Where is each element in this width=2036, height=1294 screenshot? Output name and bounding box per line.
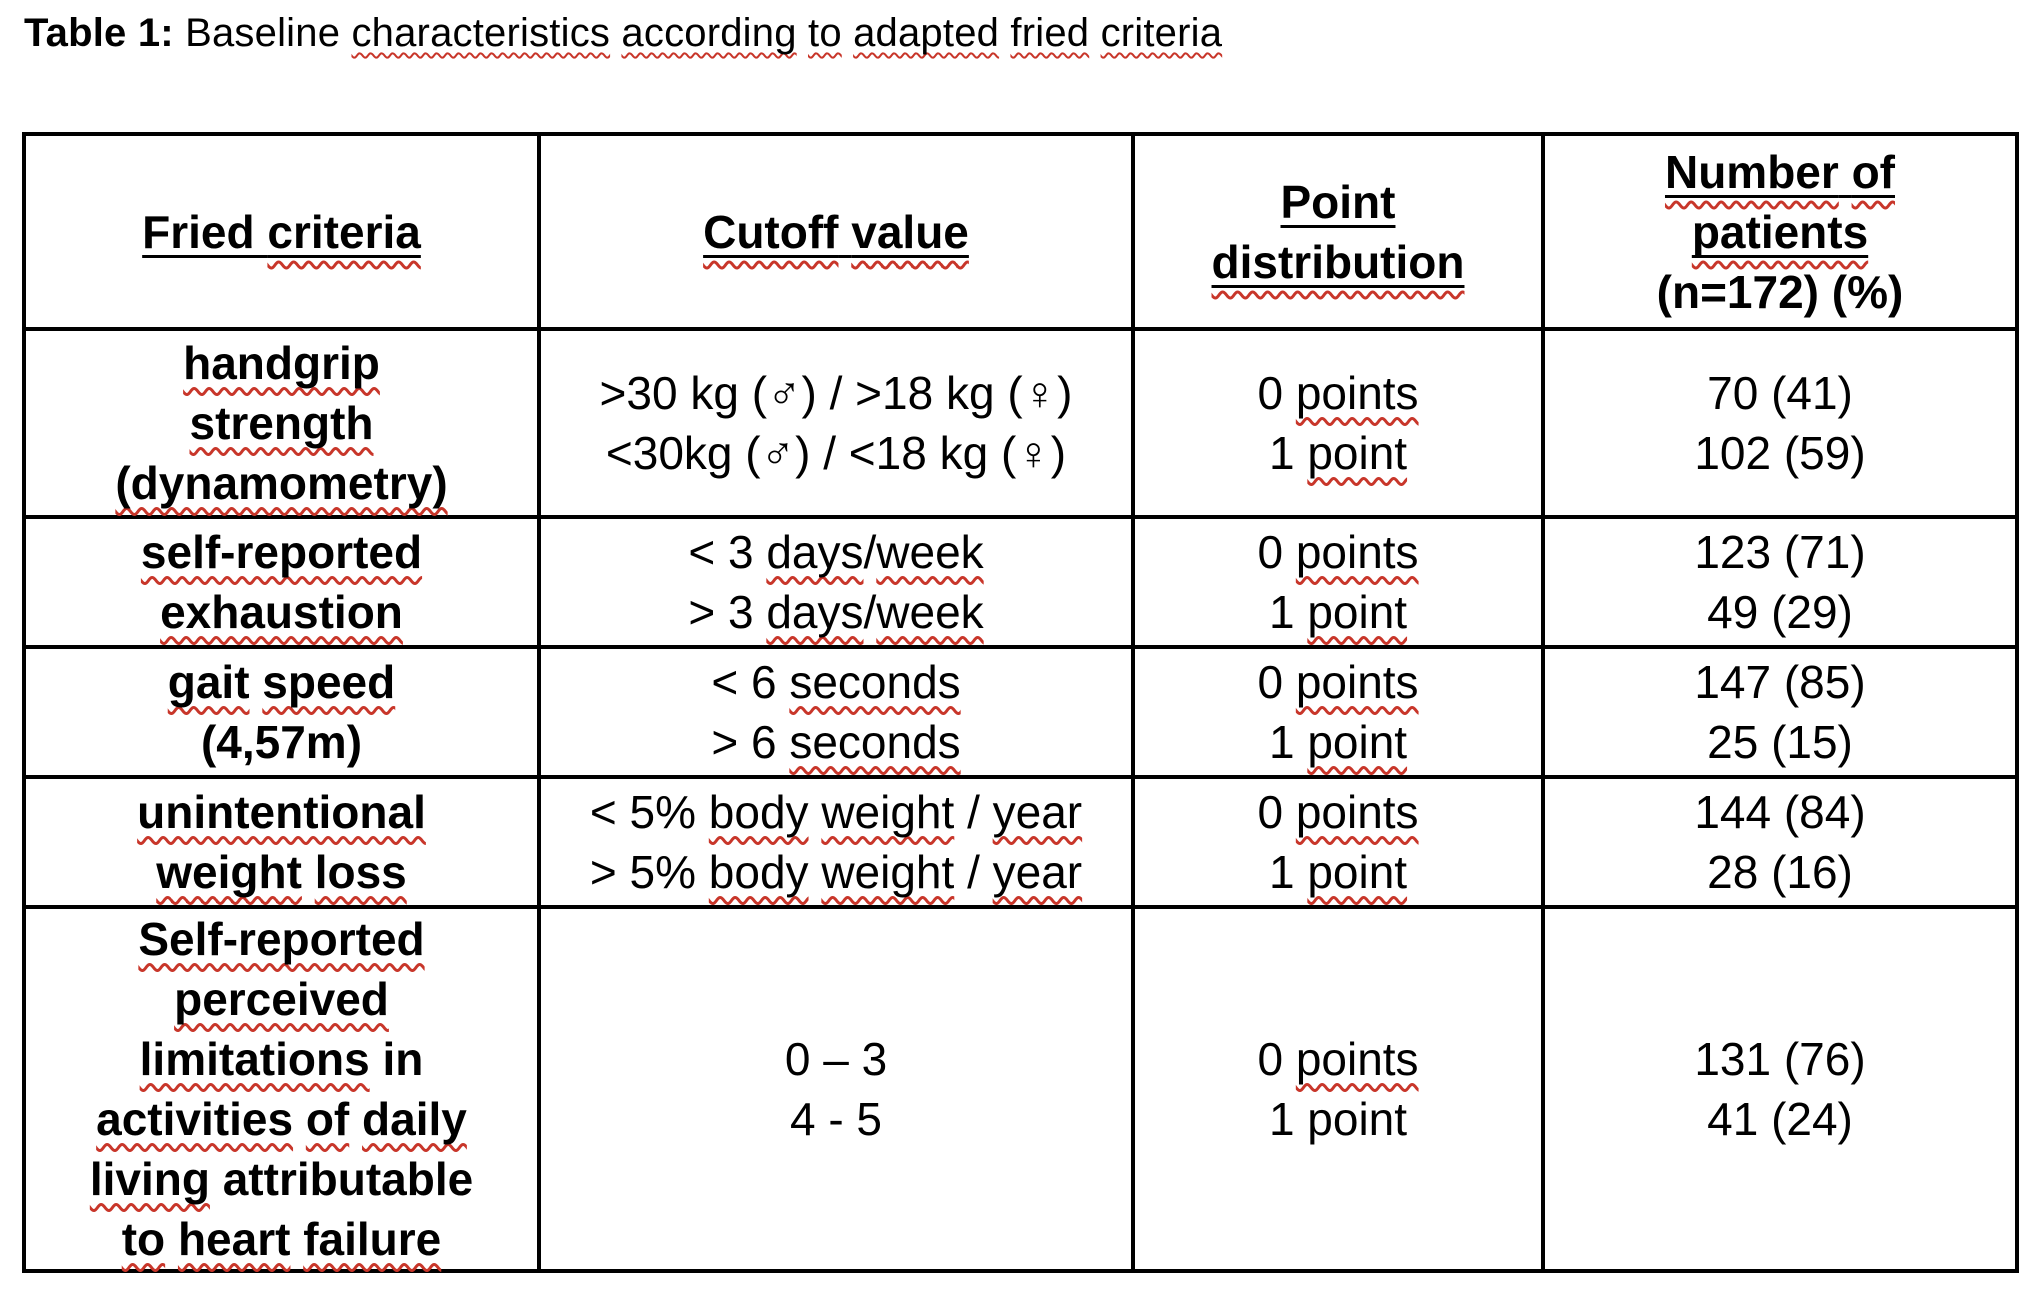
criteria-cell: Self-reported perceived limitations in acti… xyxy=(22,905,541,1273)
table-row-adl-limitations: Self-reported perceived limitations in acti… xyxy=(22,905,2019,1273)
header-point-distribution: Point distribution xyxy=(1131,132,1545,331)
patients-cell: 144 (84) 28 (16) xyxy=(1541,775,2019,909)
header-cutoff-value: Cutoff value xyxy=(537,132,1135,331)
patients-cell: 123 (71) 49 (29) xyxy=(1541,515,2019,649)
fried-criteria-table: Fried criteria Cutoff value Point distrib… xyxy=(22,132,2019,1273)
header-fried-criteria: Fried criteria xyxy=(22,132,541,331)
table-caption: Table 1: Baseline characteristics accord… xyxy=(24,11,1223,55)
document-page: Table 1: Baseline characteristics accord… xyxy=(0,8,2036,1273)
table-row-exhaustion: self-reported exhaustion < 3 days/week > 3… xyxy=(22,515,2019,649)
patients-cell: 131 (76) 41 (24) xyxy=(1541,905,2019,1273)
points-cell: 0 points 1 point xyxy=(1131,515,1545,649)
cutoff-cell: < 3 days/week > 3 days/week xyxy=(537,515,1135,649)
points-cell: 0 points 1 point xyxy=(1131,327,1545,519)
header-number-of-patients: Number of patients (n=172) (%) xyxy=(1541,132,2019,331)
table-row-gait-speed: gait speed (4,57m) < 6 seconds > 6 seconds… xyxy=(22,645,2019,779)
points-cell: 0 points 1 point xyxy=(1131,645,1545,779)
cutoff-cell: < 6 seconds > 6 seconds xyxy=(537,645,1135,779)
criteria-cell: unintentional weight loss xyxy=(22,775,541,909)
criteria-cell: gait speed (4,57m) xyxy=(22,645,541,779)
table-row-handgrip-strength: handgrip strength (dynamometry) >30 kg (♂)… xyxy=(22,327,2019,519)
points-cell: 0 points 1 point xyxy=(1131,775,1545,909)
criteria-cell: self-reported exhaustion xyxy=(22,515,541,649)
header-row: Fried criteria Cutoff value Point distrib… xyxy=(22,132,2019,331)
cutoff-cell: >30 kg (♂) / >18 kg (♀) <30kg (♂) / <18 k… xyxy=(537,327,1135,519)
patients-cell: 147 (85) 25 (15) xyxy=(1541,645,2019,779)
patients-cell: 70 (41) 102 (59) xyxy=(1541,327,2019,519)
criteria-cell: handgrip strength (dynamometry) xyxy=(22,327,541,519)
table-row-weight-loss: unintentional weight loss < 5% body weigh… xyxy=(22,775,2019,909)
points-cell: 0 points 1 point xyxy=(1131,905,1545,1273)
cutoff-cell: < 5% body weight / year > 5% body weight … xyxy=(537,775,1135,909)
